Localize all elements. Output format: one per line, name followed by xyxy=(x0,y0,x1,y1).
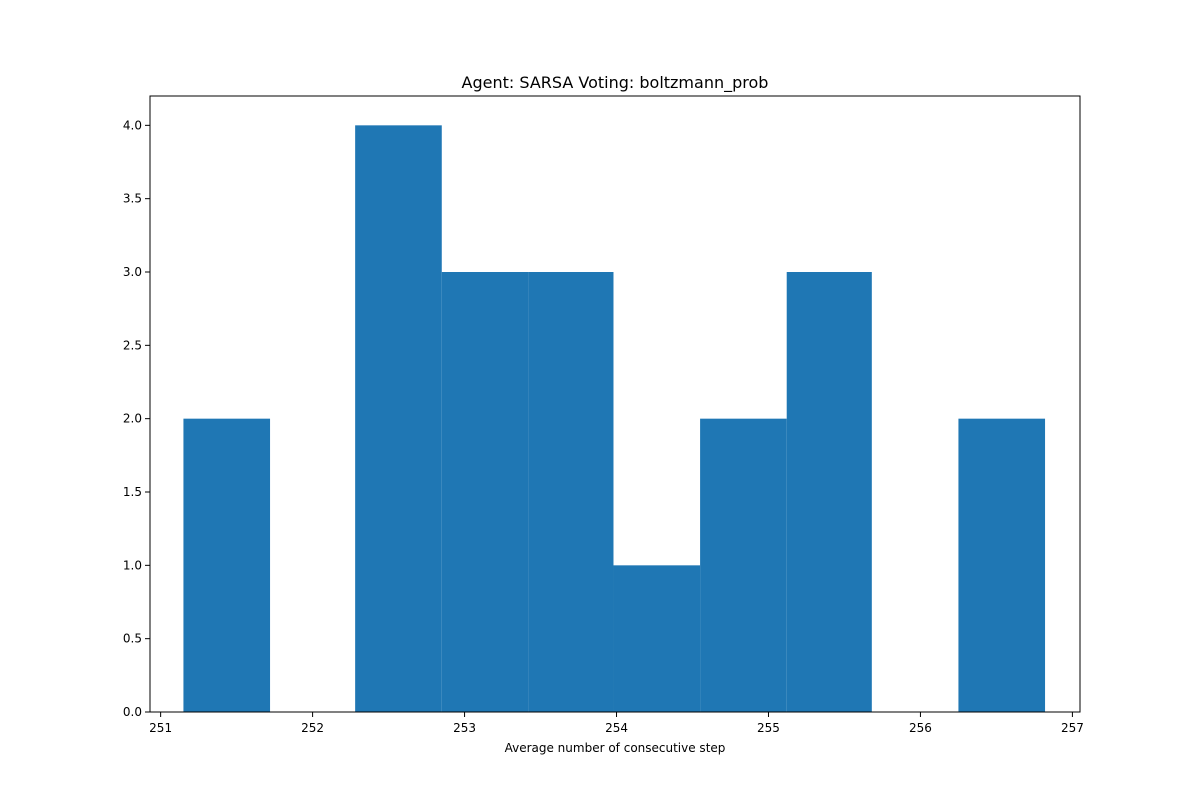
x-axis-label: Average number of consecutive step xyxy=(505,741,726,755)
histogram-bar xyxy=(786,272,872,712)
x-tick-label: 254 xyxy=(605,721,628,735)
histogram-bar xyxy=(958,418,1046,712)
y-axis-ticks: 0.0 0.5 1.0 1.5 2.0 2.5 3.0 3.5 4.0 xyxy=(123,118,150,719)
bars-group xyxy=(183,125,1046,713)
y-tick-label: 2.5 xyxy=(123,338,142,352)
y-tick-label: 3.5 xyxy=(123,192,142,206)
y-tick-label: 2.0 xyxy=(123,412,142,426)
y-tick-label: 1.5 xyxy=(123,485,142,499)
histogram-bar xyxy=(183,418,271,712)
y-tick-label: 0.5 xyxy=(123,632,142,646)
histogram-bar xyxy=(700,418,787,712)
x-tick-label: 255 xyxy=(757,721,780,735)
histogram-bar xyxy=(613,565,701,712)
y-tick-label: 1.0 xyxy=(123,558,142,572)
y-tick-label: 4.0 xyxy=(123,118,142,132)
chart-title: Agent: SARSA Voting: boltzmann_prob xyxy=(462,73,769,93)
y-tick-label: 0.0 xyxy=(123,705,142,719)
histogram-bar xyxy=(528,272,614,712)
plot-frame xyxy=(149,95,1081,713)
x-tick-label: 257 xyxy=(1061,721,1084,735)
histogram-bar xyxy=(355,125,442,713)
histogram-bar xyxy=(441,272,529,712)
x-axis-ticks: 251 252 253 254 255 256 257 xyxy=(149,712,1084,735)
y-tick-label: 3.0 xyxy=(123,265,142,279)
x-tick-label: 251 xyxy=(149,721,172,735)
x-tick-label: 253 xyxy=(453,721,476,735)
x-tick-label: 252 xyxy=(301,721,324,735)
x-tick-label: 256 xyxy=(909,721,932,735)
